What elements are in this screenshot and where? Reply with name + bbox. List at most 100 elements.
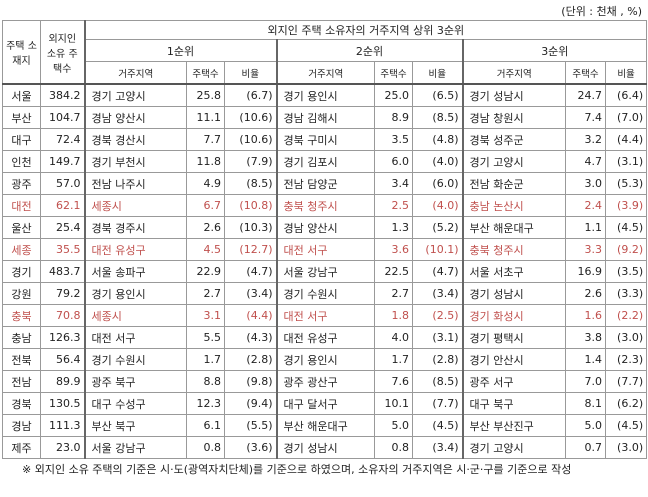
- table-row: 세종 35.5 대전 유성구 4.5 (12.7) 대전 서구 3.6 (10.1) 충북 청주…: [2, 238, 648, 261]
- table-cell: (4.4): [224, 304, 277, 327]
- table-cell: 7.7: [186, 128, 225, 151]
- table-cell: (5.5): [224, 414, 277, 437]
- table-row: 전남 89.9 광주 북구 8.8 (9.8) 광주 광산구 7.6 (8.5) 광주 서구 7.…: [2, 370, 648, 393]
- table-cell: 부산 해운대구: [461, 216, 566, 239]
- table-cell: 1.7: [186, 348, 225, 371]
- table-cell: (9.4): [224, 392, 277, 415]
- table-cell: 2.5: [374, 194, 413, 217]
- table-cell: 22.9: [186, 260, 225, 283]
- table-cell: (8.5): [412, 106, 463, 129]
- table-cell: 25.0: [374, 83, 413, 107]
- table-cell: 10.1: [374, 392, 413, 415]
- table-cell: 부산 북구: [83, 414, 187, 437]
- table-cell: 72.4: [40, 128, 85, 151]
- table-cell: 대구 달서구: [275, 392, 375, 415]
- table-cell: 5.5: [186, 326, 225, 349]
- table-row: 강원 79.2 경기 용인시 2.7 (3.4) 경기 수원시 2.7 (3.4) 경기 성남시…: [2, 282, 648, 305]
- table-cell: 충남 논산시: [461, 194, 566, 217]
- table-cell: 전북: [2, 348, 41, 371]
- table-cell: 6.7: [186, 194, 225, 217]
- table-cell: 6.0: [374, 150, 413, 173]
- table-cell: (3.0): [604, 436, 648, 459]
- table-cell: 경기 용인시: [83, 282, 187, 305]
- table-cell: 4.9: [186, 172, 225, 195]
- table-row: 경기 483.7 서울 송파구 22.9 (4.7) 서울 강남구 22.5 (4.7) 서울 …: [2, 260, 648, 283]
- table-cell: (6.0): [412, 172, 463, 195]
- table-cell: 70.8: [40, 304, 85, 327]
- header-cell: 2순위: [275, 39, 463, 62]
- table-cell: (4.8): [412, 128, 463, 151]
- unit-label: (단위 : 천채 , %): [561, 5, 642, 18]
- table-cell: 충북: [2, 304, 41, 327]
- table-cell: (2.3): [604, 348, 648, 371]
- table-cell: (3.1): [604, 150, 648, 173]
- table-cell: 4.5: [186, 238, 225, 261]
- table-cell: 부산 부산진구: [461, 414, 566, 437]
- table-row: 대전 62.1 세종시 6.7 (10.8) 충북 청주시 2.5 (4.0) 충남 논산시 2.…: [2, 194, 648, 217]
- table-cell: (3.5): [604, 260, 648, 283]
- table-cell: 경북 성주군: [461, 128, 566, 151]
- table-cell: 충남: [2, 326, 41, 349]
- table-cell: 57.0: [40, 172, 85, 195]
- table-cell: 11.1: [186, 106, 225, 129]
- table-cell: 2.6: [565, 282, 606, 305]
- table-cell: 23.0: [40, 436, 85, 459]
- table-row: 광주 57.0 전남 나주시 4.9 (8.5) 전남 담양군 3.4 (6.0) 전남 화순군…: [2, 172, 648, 195]
- table-cell: (6.2): [604, 392, 648, 415]
- subheader-cell: 거주지역: [83, 61, 187, 85]
- table-cell: 강원: [2, 282, 41, 305]
- table-cell: (10.1): [412, 238, 463, 261]
- table-cell: 경기 화성시: [461, 304, 566, 327]
- table-cell: 경남 창원시: [461, 106, 566, 129]
- table-cell: 대구 수성구: [83, 392, 187, 415]
- table-cell: (2.5): [412, 304, 463, 327]
- table-cell: 3.0: [565, 172, 606, 195]
- table-cell: 3.8: [565, 326, 606, 349]
- table-cell: 384.2: [40, 83, 85, 107]
- subheader-cell: 비율: [412, 61, 463, 85]
- table-cell: 경기 고양시: [461, 436, 566, 459]
- table-cell: 4.0: [374, 326, 413, 349]
- table-cell: 130.5: [40, 392, 85, 415]
- table-cell: (4.5): [604, 216, 648, 239]
- table-cell: 35.5: [40, 238, 85, 261]
- table-cell: 149.7: [40, 150, 85, 173]
- table-cell: 경기 김포시: [275, 150, 375, 173]
- table-cell: 대전 서구: [275, 304, 375, 327]
- table-cell: 광주: [2, 172, 41, 195]
- table-cell: 경기 부천시: [83, 150, 187, 173]
- header-cell: 외지인 주택 소유자의 거주지역 상위 3순위: [83, 20, 648, 40]
- table-cell: (4.5): [604, 414, 648, 437]
- table-cell: 8.1: [565, 392, 606, 415]
- table-cell: 광주 북구: [83, 370, 187, 393]
- table-cell: 전남: [2, 370, 41, 393]
- table-cell: 8.9: [374, 106, 413, 129]
- table-cell: 22.5: [374, 260, 413, 283]
- table-cell: (3.4): [412, 282, 463, 305]
- table-cell: 인천: [2, 150, 41, 173]
- table-cell: 광주 서구: [461, 370, 566, 393]
- table-cell: (2.8): [224, 348, 277, 371]
- subheader-cell: 거주지역: [275, 61, 375, 85]
- table-cell: (9.2): [604, 238, 648, 261]
- table-cell: 세종: [2, 238, 41, 261]
- table-cell: 울산: [2, 216, 41, 239]
- table-cell: 5.0: [565, 414, 606, 437]
- table-cell: 0.8: [374, 436, 413, 459]
- subheader-cell: 주택수: [374, 61, 413, 85]
- header-cell: 3순위: [461, 39, 648, 62]
- table-cell: 2.7: [374, 282, 413, 305]
- table-cell: (5.3): [604, 172, 648, 195]
- table-cell: 경북: [2, 392, 41, 415]
- table-cell: 6.1: [186, 414, 225, 437]
- table-cell: 경기 수원시: [275, 282, 375, 305]
- table-row: 제주 23.0 서울 강남구 0.8 (3.6) 경기 성남시 0.8 (3.4) 경기 고양시…: [2, 436, 648, 459]
- table-cell: 3.1: [186, 304, 225, 327]
- table-row: 서울 384.2 경기 고양시 25.8 (6.7) 경기 용인시 25.0 (6.5) 경기 …: [2, 83, 648, 107]
- table-cell: 111.3: [40, 414, 85, 437]
- subheader-cell: 비율: [224, 61, 277, 85]
- table-cell: 서울 송파구: [83, 260, 187, 283]
- table-cell: 대전 서구: [275, 238, 375, 261]
- table-cell: 경기: [2, 260, 41, 283]
